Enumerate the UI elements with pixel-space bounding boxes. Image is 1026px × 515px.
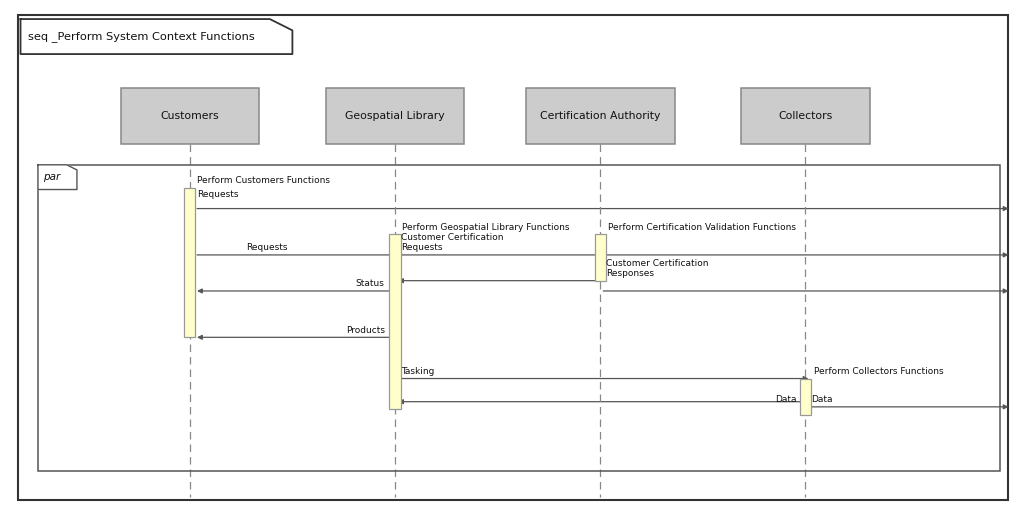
FancyBboxPatch shape — [120, 88, 259, 144]
FancyBboxPatch shape — [18, 15, 1008, 500]
Text: Customer Certification
Responses: Customer Certification Responses — [606, 259, 709, 278]
Text: Requests: Requests — [197, 191, 238, 199]
Text: Data: Data — [812, 396, 833, 404]
Text: Certification Authority: Certification Authority — [540, 111, 661, 121]
Text: Perform Collectors Functions: Perform Collectors Functions — [814, 367, 943, 376]
Text: seq _Perform System Context Functions: seq _Perform System Context Functions — [28, 31, 254, 42]
FancyBboxPatch shape — [326, 88, 464, 144]
Text: Geospatial Library: Geospatial Library — [345, 111, 445, 121]
FancyBboxPatch shape — [185, 188, 195, 337]
Polygon shape — [38, 165, 77, 190]
Text: par: par — [43, 172, 61, 182]
Text: Customers: Customers — [160, 111, 220, 121]
Text: Perform Geospatial Library Functions: Perform Geospatial Library Functions — [402, 223, 569, 232]
Text: Customer Certification
Requests: Customer Certification Requests — [401, 233, 504, 252]
Text: Perform Certification Validation Functions: Perform Certification Validation Functio… — [608, 223, 796, 232]
Text: Status: Status — [356, 280, 385, 288]
Text: Requests: Requests — [246, 244, 287, 252]
FancyBboxPatch shape — [525, 88, 675, 144]
Text: Perform Customers Functions: Perform Customers Functions — [197, 177, 330, 185]
Text: Data: Data — [775, 396, 796, 404]
Polygon shape — [21, 19, 292, 54]
Text: Tasking: Tasking — [401, 367, 435, 376]
FancyBboxPatch shape — [800, 379, 812, 415]
Text: Products: Products — [346, 326, 385, 335]
FancyBboxPatch shape — [390, 234, 400, 409]
FancyBboxPatch shape — [741, 88, 870, 144]
FancyBboxPatch shape — [595, 234, 605, 281]
Text: Collectors: Collectors — [779, 111, 832, 121]
